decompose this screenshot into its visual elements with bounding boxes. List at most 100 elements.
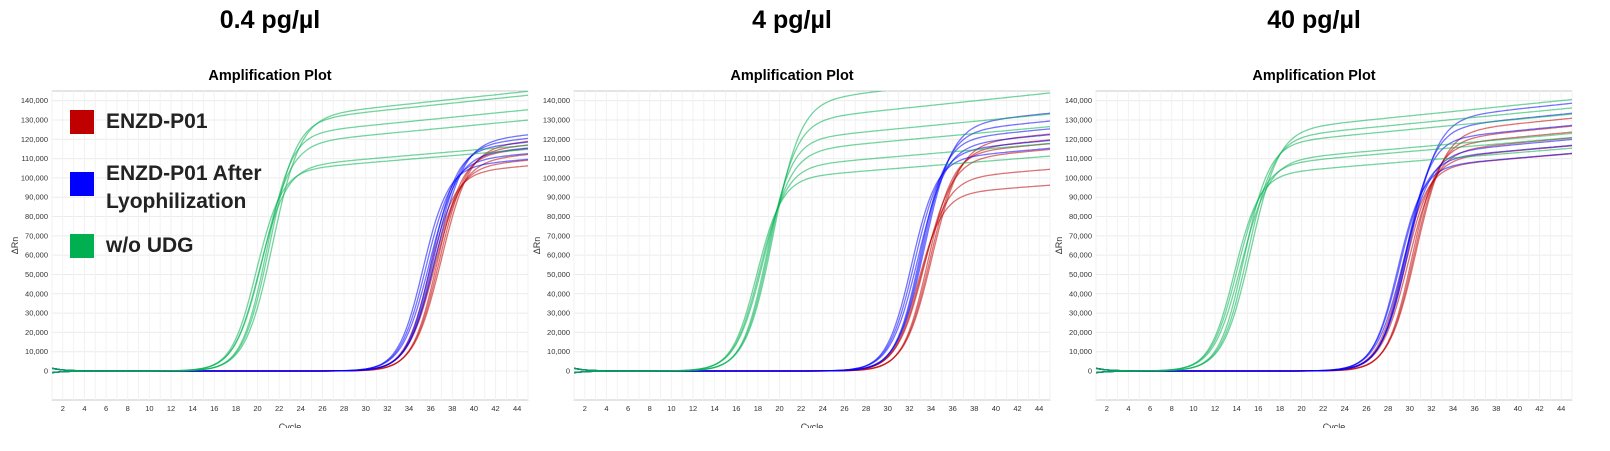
x-tick-label: 38	[448, 404, 456, 413]
x-tick-label: 4	[1126, 404, 1130, 413]
y-tick-label: 90,000	[547, 193, 570, 202]
y-tick-label: 20,000	[1069, 328, 1092, 337]
amplification-plot-chart: 0 10,000 20,000 30,000 40,000 50,000 60,000 70,…	[1054, 90, 1573, 428]
x-tick-label: 8	[126, 404, 130, 413]
x-tick-label: 28	[1384, 404, 1392, 413]
x-tick-label: 14	[710, 404, 718, 413]
legend-swatch-red	[70, 110, 94, 134]
concentration-heading: 0.4 pg/µl	[219, 6, 321, 34]
x-tick-label: 44	[1557, 404, 1565, 413]
curve-enzd-p01-after-lyophilization	[1096, 102, 1572, 372]
x-tick-label: 24	[1341, 404, 1349, 413]
y-tick-label: 20,000	[547, 328, 570, 337]
y-tick-label: 10,000	[1069, 347, 1092, 356]
x-tick-label: 6	[626, 404, 630, 413]
y-tick-label: 130,000	[543, 115, 570, 124]
x-tick-label: 18	[232, 404, 240, 413]
y-tick-label: 10,000	[25, 347, 48, 356]
y-tick-label: 70,000	[547, 231, 570, 240]
x-tick-label: 36	[948, 404, 956, 413]
plot-title: Amplification Plot	[1252, 68, 1376, 84]
x-tick-label: 40	[1514, 404, 1522, 413]
x-axis-label: Cycle	[279, 422, 302, 428]
y-tick-label: 140,000	[21, 96, 48, 105]
x-tick-label: 20	[253, 404, 261, 413]
x-tick-label: 6	[104, 404, 108, 413]
y-tick-label: 0	[566, 367, 570, 376]
amplification-panel-4: 4 pg/µl Amplification Plot 0 10,000 20,000…	[522, 0, 1062, 451]
y-tick-label: 0	[44, 367, 48, 376]
y-tick-label: 40,000	[25, 289, 48, 298]
x-tick-label: 42	[491, 404, 499, 413]
x-tick-label: 44	[1035, 404, 1043, 413]
x-tick-label: 44	[513, 404, 521, 413]
concentration-heading: 4 pg/µl	[752, 6, 832, 34]
y-tick-label: 100,000	[21, 173, 48, 182]
x-tick-label: 28	[340, 404, 348, 413]
x-tick-label: 22	[1319, 404, 1327, 413]
x-tick-label: 30	[884, 404, 892, 413]
y-tick-label: 130,000	[1065, 115, 1092, 124]
curves	[52, 91, 528, 374]
y-tick-label: 30,000	[547, 309, 570, 318]
x-tick-label: 4	[604, 404, 608, 413]
x-tick-label: 30	[362, 404, 370, 413]
y-tick-label: 0	[1088, 367, 1092, 376]
plot-title: Amplification Plot	[730, 68, 854, 84]
x-tick-label: 2	[61, 404, 65, 413]
y-tick-label: 40,000	[547, 289, 570, 298]
x-tick-label: 36	[1470, 404, 1478, 413]
y-tick-label: 30,000	[1069, 309, 1092, 318]
curve-w-o-udg	[574, 91, 888, 372]
y-tick-label: 60,000	[1069, 251, 1092, 260]
x-tick-label: 26	[318, 404, 326, 413]
curve-w-o-udg	[52, 91, 528, 372]
y-tick-label: 20,000	[25, 328, 48, 337]
x-tick-label: 12	[1211, 404, 1219, 413]
y-tick-label: 90,000	[1069, 193, 1092, 202]
x-tick-label: 42	[1013, 404, 1021, 413]
y-tick-label: 60,000	[547, 251, 570, 260]
x-tick-label: 12	[167, 404, 175, 413]
amplification-panel-0p4: 0.4 pg/µl Amplification Plot 0 10,000 20,0…	[0, 0, 540, 451]
y-tick-label: 130,000	[21, 115, 48, 124]
x-tick-label: 34	[405, 404, 413, 413]
curve-w-o-udg	[1096, 98, 1572, 372]
x-tick-label: 16	[732, 404, 740, 413]
legend-label: w/o UDG	[106, 234, 194, 257]
amplification-panel-40: 40 pg/µl Amplification Plot 0 10,000 20,00…	[1044, 0, 1584, 451]
curve-w-o-udg	[1096, 132, 1572, 374]
y-tick-label: 50,000	[547, 270, 570, 279]
legend-swatch-blue	[70, 172, 94, 196]
y-tick-label: 40,000	[1069, 289, 1092, 298]
x-tick-label: 26	[840, 404, 848, 413]
y-tick-label: 70,000	[25, 231, 48, 240]
x-tick-label: 28	[862, 404, 870, 413]
x-tick-label: 10	[145, 404, 153, 413]
x-tick-label: 10	[667, 404, 675, 413]
x-tick-label: 38	[1492, 404, 1500, 413]
x-tick-label: 40	[992, 404, 1000, 413]
x-tick-label: 22	[275, 404, 283, 413]
y-tick-label: 120,000	[21, 135, 48, 144]
y-tick-label: 120,000	[1065, 135, 1092, 144]
x-tick-label: 12	[689, 404, 697, 413]
legend-swatch-green	[70, 234, 94, 258]
x-tick-label: 32	[905, 404, 913, 413]
x-axis-label: Cycle	[801, 422, 824, 428]
x-tick-label: 8	[648, 404, 652, 413]
x-tick-label: 32	[383, 404, 391, 413]
x-tick-label: 40	[470, 404, 478, 413]
y-tick-label: 80,000	[1069, 212, 1092, 221]
y-tick-label: 80,000	[547, 212, 570, 221]
x-tick-label: 4	[82, 404, 86, 413]
x-tick-label: 14	[188, 404, 196, 413]
x-tick-label: 20	[1297, 404, 1305, 413]
y-tick-label: 110,000	[1065, 154, 1092, 163]
x-tick-label: 10	[1189, 404, 1197, 413]
x-tick-label: 30	[1406, 404, 1414, 413]
curves	[1096, 98, 1572, 374]
y-axis-label: ΔRn	[1054, 237, 1064, 255]
amplification-plot-chart: 0 10,000 20,000 30,000 40,000 50,000 60,000 70,…	[10, 90, 529, 428]
y-tick-label: 80,000	[25, 212, 48, 221]
